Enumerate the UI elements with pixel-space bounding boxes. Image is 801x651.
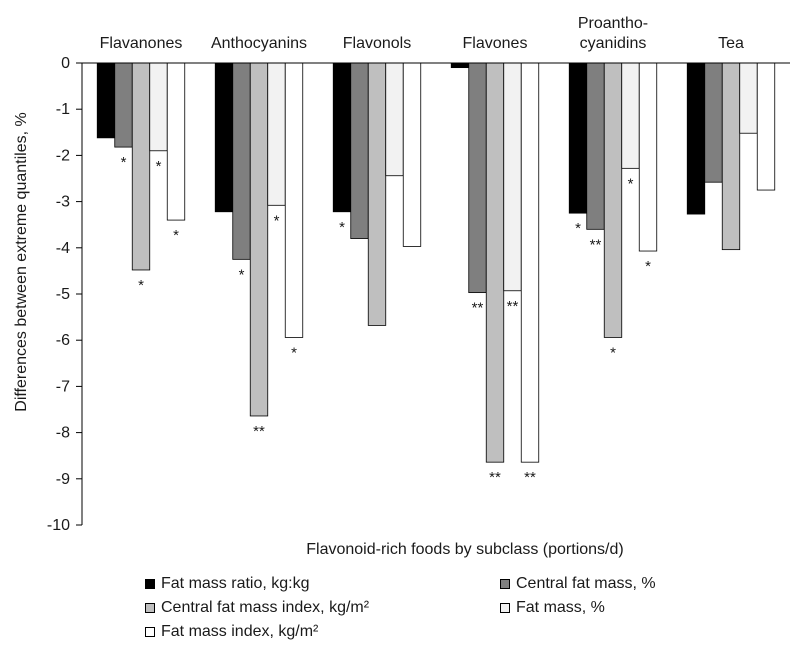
category-label: cyanidins: [580, 35, 647, 52]
bar: [115, 63, 133, 147]
bar: [351, 63, 369, 239]
legend-label: Fat mass index, kg/m²: [161, 623, 318, 641]
significance-marker: **: [472, 300, 484, 317]
bar: [469, 63, 487, 293]
legend-swatch: [500, 579, 510, 589]
bar: [250, 63, 268, 416]
bar-chart: ************************ Flavanones Antho…: [0, 0, 801, 575]
bar: [587, 63, 605, 229]
significance-marker: **: [590, 236, 602, 253]
y-axis-label: Differences between extreme quantiles, %: [13, 112, 30, 411]
category-label: Proantho-: [578, 15, 648, 32]
significance-marker: *: [645, 258, 651, 275]
y-tick-label: -4: [56, 240, 70, 257]
y-tick-label: -7: [56, 378, 70, 395]
significance-marker: *: [291, 344, 297, 361]
y-tick-label: -3: [56, 194, 70, 211]
significance-marker: *: [575, 220, 581, 237]
bar: [97, 63, 115, 138]
y-tick-label: -9: [56, 471, 70, 488]
bar: [705, 63, 723, 182]
significance-marker: *: [610, 344, 616, 361]
legend-swatch: [500, 603, 510, 613]
category-label: Tea: [718, 35, 744, 52]
legend-label: Central fat mass index, kg/m²: [161, 599, 369, 617]
bar: [451, 63, 469, 68]
significance-marker: **: [524, 469, 536, 486]
legend-label: Fat mass ratio, kg:kg: [161, 575, 310, 593]
bar: [150, 63, 168, 151]
bar: [215, 63, 233, 212]
legend-label: Fat mass, %: [516, 599, 605, 617]
bar: [233, 63, 251, 259]
significance-marker: *: [156, 158, 162, 175]
bar: [639, 63, 657, 251]
bar: [622, 63, 640, 168]
bar: [285, 63, 303, 337]
legend-item-central-fat-mass-index: Central fat mass index, kg/m²: [145, 599, 369, 617]
legend-swatch: [145, 627, 155, 637]
bar: [740, 63, 758, 133]
bars-layer: ************************: [97, 63, 775, 486]
significance-marker: *: [628, 175, 634, 192]
significance-marker: *: [138, 277, 144, 294]
significance-marker: *: [339, 219, 345, 236]
legend-label: Central fat mass, %: [516, 575, 656, 593]
bar: [521, 63, 539, 462]
legend-item-fat-mass-ratio: Fat mass ratio, kg:kg: [145, 575, 310, 593]
legend-swatch: [145, 603, 155, 613]
significance-marker: **: [507, 298, 519, 315]
y-tick-label: -1: [56, 101, 70, 118]
bar: [386, 63, 404, 176]
legend-item-fat-mass-index: Fat mass index, kg/m²: [145, 623, 318, 641]
significance-marker: *: [239, 266, 245, 283]
bar: [132, 63, 150, 270]
category-label: Flavanones: [100, 35, 183, 52]
bar: [604, 63, 622, 337]
y-tick-label: -6: [56, 332, 70, 349]
legend-item-central-fat-mass: Central fat mass, %: [500, 575, 656, 593]
y-tick-label: -8: [56, 425, 70, 442]
category-label: Flavonols: [343, 35, 411, 52]
y-tick-label: 0: [61, 55, 70, 72]
bar: [368, 63, 386, 325]
y-tick-label: -2: [56, 147, 70, 164]
y-tick-label: -10: [47, 517, 70, 534]
category-label: Anthocyanins: [211, 35, 307, 52]
bar: [687, 63, 705, 214]
significance-marker: *: [121, 154, 127, 171]
category-label: Flavones: [463, 35, 528, 52]
legend-item-fat-mass: Fat mass, %: [500, 599, 605, 617]
significance-marker: *: [274, 212, 280, 229]
y-tick-label: -5: [56, 286, 70, 303]
bar: [333, 63, 351, 212]
significance-marker: **: [489, 469, 501, 486]
significance-marker: *: [173, 227, 179, 244]
bar: [167, 63, 185, 220]
bar: [757, 63, 775, 190]
x-axis-label: Flavonoid-rich foods by subclass (portio…: [306, 541, 623, 558]
bar: [722, 63, 740, 250]
bar: [504, 63, 522, 291]
bar: [569, 63, 587, 213]
bar: [486, 63, 504, 462]
bar: [268, 63, 286, 205]
legend-swatch: [145, 579, 155, 589]
bar: [403, 63, 421, 246]
significance-marker: **: [253, 423, 265, 440]
